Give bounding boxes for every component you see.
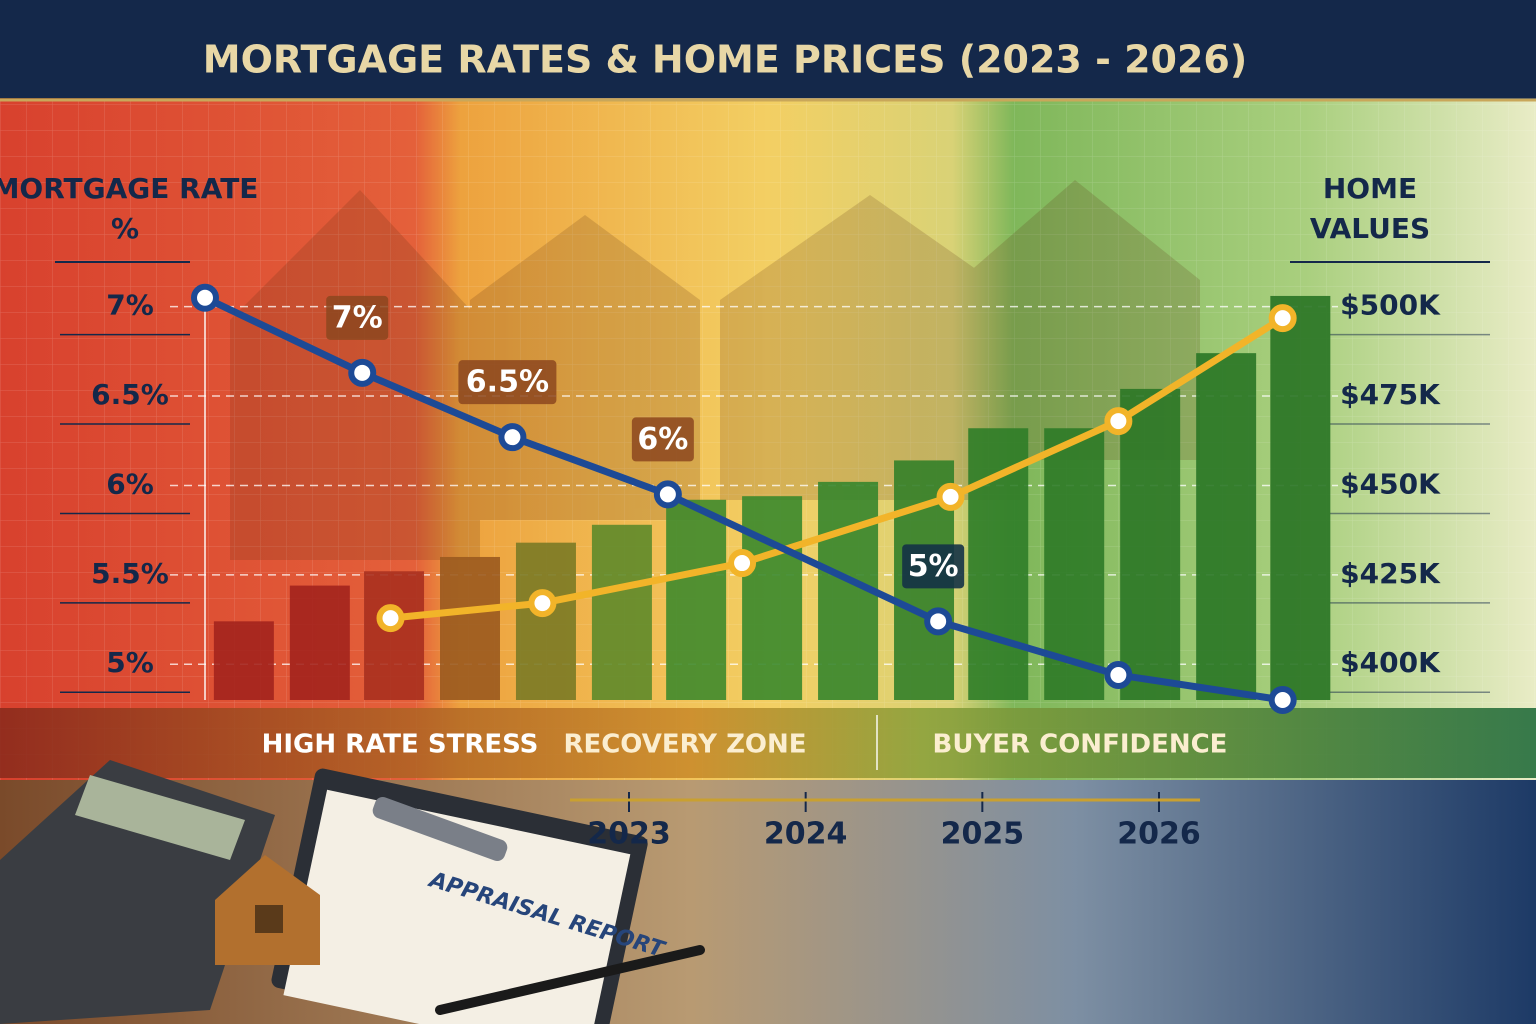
point bbox=[1104, 407, 1133, 436]
house-window bbox=[255, 905, 283, 933]
x-tick-label: 2025 bbox=[941, 817, 1025, 852]
zone-label: RECOVERY ZONE bbox=[563, 730, 806, 760]
bar bbox=[364, 571, 425, 700]
title-bar bbox=[0, 0, 1536, 98]
axis-title: HOME VALUES bbox=[1310, 172, 1430, 245]
point bbox=[1268, 686, 1297, 714]
x-tick-label: 2024 bbox=[764, 817, 848, 852]
bar bbox=[591, 524, 652, 700]
callout-box bbox=[631, 417, 694, 462]
point bbox=[728, 549, 757, 578]
x-tick-label: 2026 bbox=[1117, 817, 1201, 852]
y2-tick-label: $400K bbox=[1340, 646, 1441, 679]
bar bbox=[213, 621, 274, 700]
point bbox=[936, 482, 965, 511]
zone-label: BUYER CONFIDENCE bbox=[933, 730, 1228, 760]
y-tick-label: 5% bbox=[106, 646, 154, 679]
point bbox=[348, 358, 377, 387]
callout-label: 6% bbox=[637, 422, 688, 457]
bar bbox=[1120, 388, 1181, 700]
calculator-display bbox=[75, 775, 245, 860]
y2-tick-label: $425K bbox=[1340, 557, 1441, 590]
pen bbox=[435, 945, 705, 1015]
y2-tick-label: $475K bbox=[1340, 378, 1441, 411]
bar bbox=[289, 585, 350, 700]
bar bbox=[1270, 295, 1331, 700]
point bbox=[376, 604, 405, 633]
bar bbox=[666, 499, 727, 700]
callout-label: 7% bbox=[332, 300, 383, 335]
line bbox=[387, 314, 1287, 622]
axis-title: MORTGAGE RATE% bbox=[0, 172, 258, 245]
point bbox=[528, 589, 557, 618]
point bbox=[498, 423, 527, 452]
point bbox=[191, 283, 219, 312]
point bbox=[1268, 304, 1297, 333]
bar bbox=[515, 542, 576, 700]
point bbox=[924, 607, 953, 636]
zone-label: HIGH RATE STRESS bbox=[262, 730, 539, 760]
clip bbox=[372, 796, 508, 862]
callout-label: 5% bbox=[908, 549, 959, 584]
chart-title: MORTGAGE RATES & HOME PRICES (2023 - 202… bbox=[203, 38, 1247, 82]
x-tick-label: 2023 bbox=[587, 817, 671, 852]
y2-tick-label: $500K bbox=[1340, 289, 1441, 322]
bar bbox=[1196, 353, 1257, 700]
point bbox=[653, 480, 682, 509]
zone-band bbox=[0, 708, 1536, 778]
y2-tick-label: $450K bbox=[1340, 467, 1441, 500]
bar bbox=[440, 556, 500, 700]
report bbox=[283, 789, 631, 1024]
y-tick-label: 7% bbox=[106, 289, 154, 322]
y-tick-label: 6% bbox=[106, 467, 154, 500]
callout-label: 6.5% bbox=[466, 365, 549, 400]
point bbox=[1104, 660, 1133, 689]
y-tick-label: 5.5% bbox=[91, 557, 169, 590]
callout-box bbox=[458, 360, 557, 405]
illustration: APPRAISAL REPORT bbox=[0, 760, 705, 1024]
callout-box bbox=[326, 295, 389, 340]
callout-box bbox=[902, 544, 965, 589]
bar bbox=[742, 496, 803, 700]
house-silhouettes bbox=[230, 180, 1200, 560]
y-tick-label: 6.5% bbox=[91, 378, 169, 411]
